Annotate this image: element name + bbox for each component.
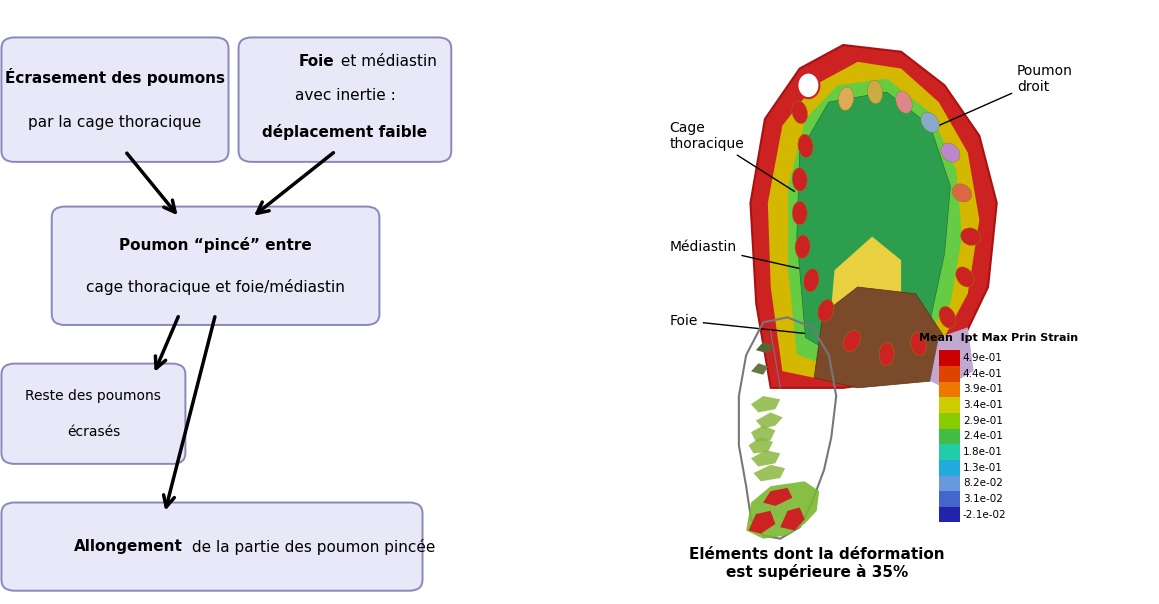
- Polygon shape: [756, 342, 773, 353]
- FancyBboxPatch shape: [1, 364, 185, 464]
- Text: par la cage thoracique: par la cage thoracique: [28, 115, 202, 130]
- Text: Foie: Foie: [669, 313, 840, 337]
- Ellipse shape: [793, 201, 807, 225]
- Bar: [939, 413, 960, 429]
- Text: déplacement faible: déplacement faible: [262, 124, 428, 140]
- FancyBboxPatch shape: [1, 503, 423, 591]
- Text: Poumon “pincé” entre: Poumon “pincé” entre: [119, 237, 312, 252]
- Text: de la partie des poumon pincée: de la partie des poumon pincée: [187, 539, 436, 554]
- Bar: [939, 350, 960, 366]
- Polygon shape: [767, 62, 979, 378]
- Ellipse shape: [956, 267, 974, 287]
- Polygon shape: [751, 45, 997, 388]
- Bar: [939, 444, 960, 460]
- Text: cage thoracique et foie/médiastin: cage thoracique et foie/médiastin: [86, 279, 345, 295]
- Bar: [939, 366, 960, 382]
- Text: et médiastin: et médiastin: [336, 54, 437, 69]
- Bar: [939, 491, 960, 507]
- Ellipse shape: [952, 184, 972, 202]
- Ellipse shape: [843, 330, 861, 352]
- Ellipse shape: [939, 306, 956, 328]
- Polygon shape: [749, 437, 773, 454]
- Polygon shape: [764, 488, 793, 506]
- Text: écrasés: écrasés: [67, 425, 121, 439]
- Text: 1.3e-01: 1.3e-01: [963, 463, 1003, 473]
- Text: Reste des poumons: Reste des poumons: [25, 388, 161, 403]
- FancyBboxPatch shape: [1, 37, 228, 162]
- FancyBboxPatch shape: [52, 207, 379, 325]
- Text: 8.2e-02: 8.2e-02: [963, 478, 1003, 489]
- Polygon shape: [753, 465, 785, 481]
- Bar: [939, 397, 960, 413]
- Ellipse shape: [838, 87, 854, 111]
- Polygon shape: [814, 287, 945, 388]
- Ellipse shape: [792, 168, 808, 191]
- Polygon shape: [749, 511, 775, 534]
- Polygon shape: [751, 363, 768, 374]
- Text: 3.4e-01: 3.4e-01: [963, 400, 1003, 410]
- Bar: [939, 382, 960, 397]
- Ellipse shape: [797, 134, 814, 158]
- Polygon shape: [780, 507, 804, 530]
- Ellipse shape: [941, 143, 960, 162]
- Bar: [939, 507, 960, 522]
- Polygon shape: [756, 413, 782, 429]
- Ellipse shape: [867, 80, 883, 104]
- Ellipse shape: [921, 112, 939, 132]
- Polygon shape: [788, 79, 962, 364]
- Polygon shape: [746, 481, 819, 539]
- Bar: [939, 429, 960, 444]
- Text: 4.4e-01: 4.4e-01: [963, 369, 1003, 379]
- Ellipse shape: [961, 228, 981, 245]
- Text: 3.9e-01: 3.9e-01: [963, 384, 1003, 394]
- Text: Eléments dont la déformation
est supérieure à 35%: Eléments dont la déformation est supérie…: [690, 547, 945, 580]
- Text: Cage
thoracique: Cage thoracique: [669, 121, 794, 191]
- Bar: [939, 460, 960, 475]
- Ellipse shape: [896, 91, 912, 113]
- Circle shape: [797, 72, 819, 98]
- Text: 2.9e-01: 2.9e-01: [963, 416, 1003, 426]
- Polygon shape: [796, 92, 950, 355]
- Text: 2.4e-01: 2.4e-01: [963, 431, 1003, 442]
- Text: 3.1e-02: 3.1e-02: [963, 494, 1003, 504]
- Ellipse shape: [803, 269, 819, 292]
- Text: -2.1e-02: -2.1e-02: [963, 510, 1006, 519]
- Bar: [939, 475, 960, 491]
- Ellipse shape: [879, 342, 895, 366]
- Polygon shape: [751, 426, 775, 442]
- Text: Foie: Foie: [299, 54, 334, 69]
- Text: avec inertie :: avec inertie :: [294, 88, 395, 103]
- Ellipse shape: [911, 333, 926, 356]
- Text: Écrasement des poumons: Écrasement des poumons: [5, 68, 225, 86]
- Polygon shape: [751, 396, 780, 413]
- Text: 1.8e-01: 1.8e-01: [963, 447, 1003, 457]
- Text: Poumon
droit: Poumon droit: [918, 63, 1073, 135]
- Ellipse shape: [818, 299, 833, 322]
- FancyBboxPatch shape: [239, 37, 451, 162]
- Polygon shape: [930, 327, 974, 388]
- Polygon shape: [751, 450, 780, 466]
- Text: Allongement: Allongement: [74, 539, 183, 554]
- Ellipse shape: [795, 235, 810, 259]
- Text: Mean  Ipt Max Prin Strain: Mean Ipt Max Prin Strain: [919, 333, 1079, 343]
- Polygon shape: [829, 237, 901, 347]
- Ellipse shape: [792, 101, 808, 124]
- Text: Médiastin: Médiastin: [669, 240, 850, 280]
- Text: 4.9e-01: 4.9e-01: [963, 353, 1003, 363]
